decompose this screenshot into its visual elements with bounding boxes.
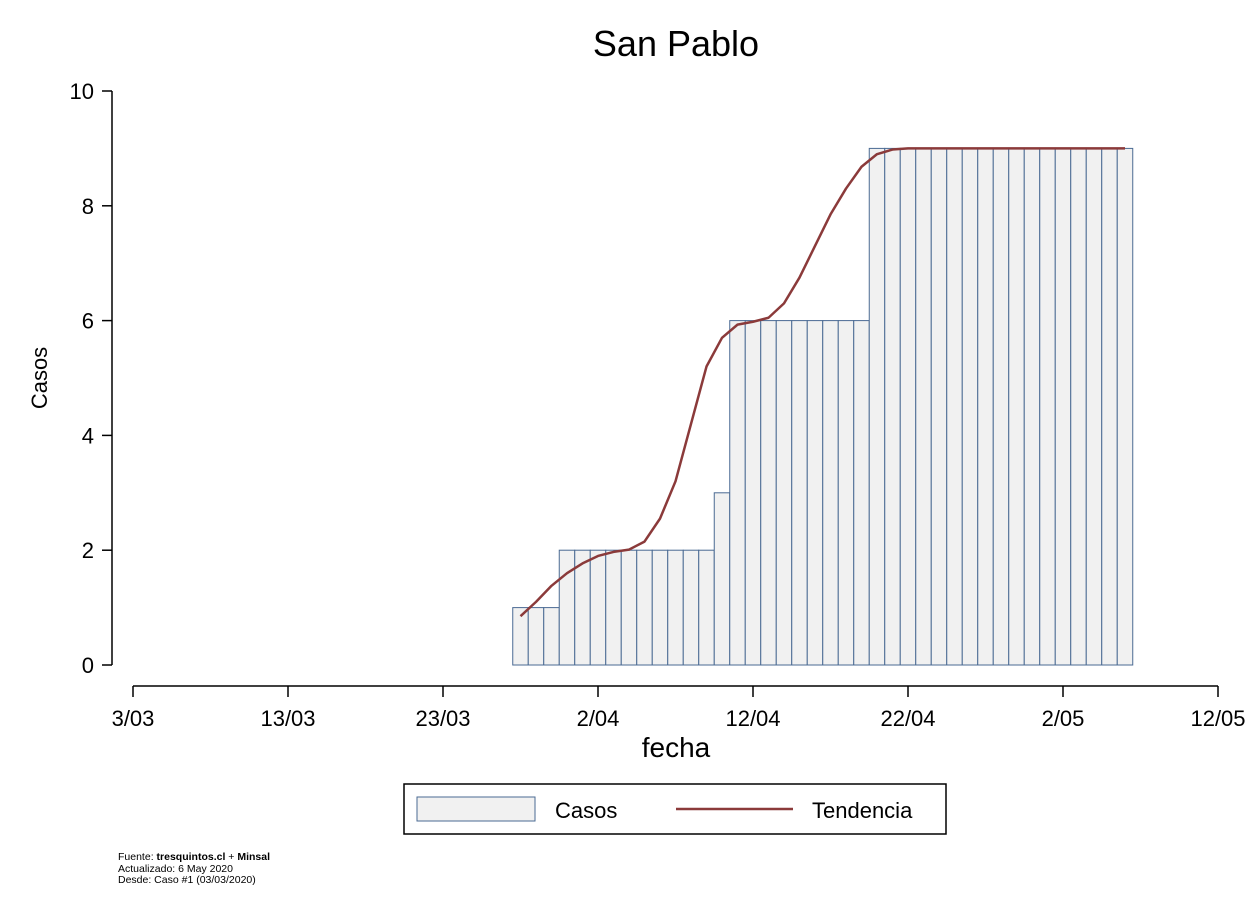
bar-casos bbox=[636, 549, 653, 666]
bar-casos bbox=[961, 147, 979, 666]
bar-casos bbox=[946, 147, 963, 666]
y-tick-label: 10 bbox=[70, 79, 94, 104]
legend-label-tendencia: Tendencia bbox=[812, 798, 913, 823]
bar-casos bbox=[605, 549, 622, 666]
x-tick-label: 13/03 bbox=[260, 706, 315, 731]
x-tick-label: 22/04 bbox=[880, 706, 935, 731]
since-line: Desde: Caso #1 (03/03/2020) bbox=[118, 874, 256, 886]
bar-casos bbox=[760, 320, 777, 666]
bar-casos bbox=[992, 147, 1010, 666]
legend: Casos Tendencia bbox=[403, 783, 947, 835]
bar-casos bbox=[1008, 147, 1025, 666]
bar-casos bbox=[884, 147, 901, 666]
x-axis-label: fecha bbox=[642, 732, 711, 763]
bar-casos bbox=[729, 320, 746, 666]
bar-casos bbox=[806, 320, 824, 666]
bar-casos bbox=[682, 549, 700, 666]
y-axis-label: Casos bbox=[27, 347, 52, 409]
x-axis: 3/03 13/03 23/03 2/04 12/04 22/04 2/05 12/05 bbox=[112, 685, 1246, 731]
bar-casos bbox=[899, 147, 917, 666]
bar-casos bbox=[1101, 147, 1118, 666]
legend-label-casos: Casos bbox=[555, 798, 617, 823]
x-tick-label: 12/05 bbox=[1190, 706, 1245, 731]
source-a: tresquintos.cl bbox=[156, 851, 226, 863]
bar-casos bbox=[837, 320, 855, 666]
bar-casos bbox=[698, 549, 715, 666]
bar-casos bbox=[713, 492, 731, 666]
bars-group bbox=[512, 147, 1134, 666]
bar-casos bbox=[1023, 147, 1041, 666]
bar-casos bbox=[527, 607, 545, 666]
bar-casos bbox=[744, 320, 762, 666]
y-tick-label: 4 bbox=[82, 423, 94, 448]
x-tick-label: 12/04 bbox=[725, 706, 780, 731]
y-axis: 0 2 4 6 8 10 bbox=[70, 79, 113, 678]
updated-line: Actualizado: 6 May 2020 bbox=[118, 862, 233, 875]
bar-casos bbox=[543, 607, 560, 666]
bar-casos bbox=[558, 549, 576, 666]
chart-title: San Pablo bbox=[593, 23, 759, 64]
x-tick-label: 2/04 bbox=[577, 706, 620, 731]
bar-casos bbox=[1070, 147, 1087, 666]
bar-casos bbox=[791, 320, 808, 666]
bar-casos bbox=[868, 147, 886, 666]
source-plus: + bbox=[225, 851, 238, 863]
source-b: Minsal bbox=[237, 851, 271, 863]
bar-casos bbox=[1085, 147, 1103, 666]
bar-casos bbox=[915, 147, 932, 666]
bar-casos bbox=[1116, 147, 1134, 666]
source-note: Fuente: tresquintos.cl + Minsal Actualiz… bbox=[118, 851, 271, 887]
bar-casos bbox=[853, 320, 870, 666]
source-label: Fuente: bbox=[118, 851, 157, 863]
bar-casos bbox=[620, 549, 638, 666]
bar-casos bbox=[822, 320, 839, 666]
bar-casos bbox=[589, 549, 607, 666]
y-tick-label: 6 bbox=[82, 309, 94, 334]
bar-casos bbox=[651, 549, 669, 666]
y-tick-label: 8 bbox=[82, 194, 94, 219]
source-line: Fuente: tresquintos.cl + Minsal bbox=[118, 851, 271, 864]
bar-casos bbox=[977, 147, 994, 666]
y-tick-label: 0 bbox=[82, 653, 94, 678]
bar-casos bbox=[667, 549, 684, 666]
bar-casos bbox=[930, 147, 948, 666]
y-tick-label: 2 bbox=[82, 538, 94, 563]
bar-casos bbox=[1039, 147, 1056, 666]
x-tick-label: 23/03 bbox=[415, 706, 470, 731]
x-tick-label: 2/05 bbox=[1042, 706, 1085, 731]
legend-swatch-casos bbox=[416, 796, 536, 822]
bar-casos bbox=[1054, 147, 1072, 666]
trend-line bbox=[519, 147, 1125, 618]
bar-casos bbox=[775, 320, 793, 666]
trend-group bbox=[519, 147, 1125, 618]
x-tick-label: 3/03 bbox=[112, 706, 155, 731]
